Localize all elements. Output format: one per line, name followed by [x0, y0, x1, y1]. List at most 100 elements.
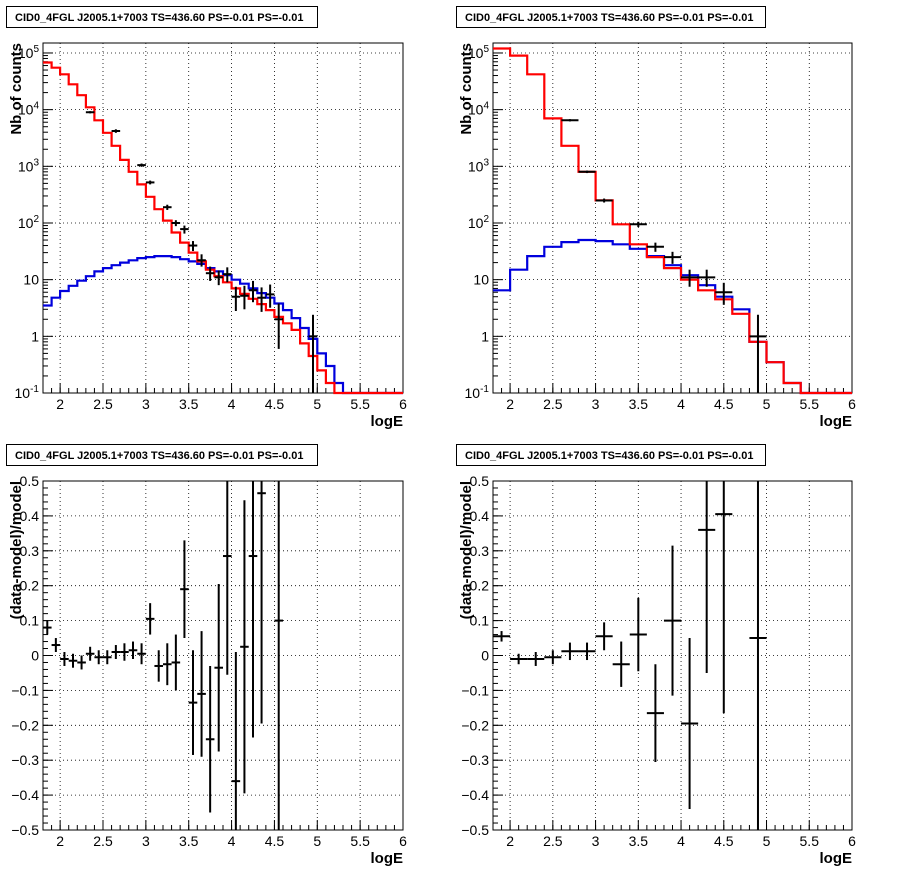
data-point — [180, 540, 189, 639]
data-point — [171, 634, 181, 691]
y-tick-label: 105 — [468, 44, 490, 61]
x-tick-label: 6 — [399, 396, 407, 412]
data-point — [493, 631, 511, 642]
data-point — [128, 641, 138, 659]
x-tick-label: 3 — [142, 833, 150, 849]
data-point — [749, 481, 767, 830]
x-tick-label: 5 — [763, 833, 771, 849]
data-point — [214, 270, 223, 286]
x-axis-label: logE — [820, 413, 853, 430]
y-tick-label: 0.3 — [20, 543, 40, 559]
plot-title: CID0_4FGL J2005.1+7003 TS=436.60 PS=-0.0… — [6, 444, 318, 466]
data-point — [188, 241, 198, 252]
y-tick-label: −0.5 — [461, 822, 489, 838]
data-point — [205, 665, 215, 813]
data-point — [240, 500, 249, 794]
x-tick-label: 2 — [56, 833, 64, 849]
data-point — [120, 643, 129, 661]
plot-frame — [492, 42, 853, 394]
y-tick-label: 103 — [468, 157, 490, 174]
data-point — [308, 314, 318, 393]
plot-title: CID0_4FGL J2005.1+7003 TS=436.60 PS=-0.0… — [6, 6, 318, 28]
data-point — [103, 650, 112, 665]
x-tick-label: 2 — [56, 396, 64, 412]
x-tick-label: 4 — [228, 833, 236, 849]
y-tick-label: 0.4 — [20, 508, 40, 524]
data-point — [94, 650, 103, 665]
x-tick-label: 2.5 — [543, 833, 563, 849]
y-tick-label: 0.2 — [20, 578, 40, 594]
data-point — [595, 622, 613, 651]
data-point — [612, 641, 630, 687]
data-point — [257, 481, 266, 724]
x-tick-label: 2 — [506, 833, 514, 849]
x-tick-label: 5 — [313, 396, 321, 412]
total-model-histogram — [43, 61, 403, 395]
x-tick-label: 6 — [399, 833, 407, 849]
data-point — [561, 119, 579, 122]
x-tick-label: 4.5 — [265, 396, 285, 412]
data-point — [43, 620, 52, 635]
plot-frame — [42, 42, 404, 394]
data-point — [223, 267, 232, 283]
x-tick-label: 3 — [592, 396, 600, 412]
x-tick-label: 6 — [848, 833, 856, 849]
data-point — [85, 646, 95, 661]
y-tick-label: −0.5 — [11, 822, 39, 838]
y-tick-label: 104 — [468, 101, 490, 118]
y-tick-label: 0.5 — [470, 473, 490, 489]
data-point — [77, 655, 86, 670]
data-point — [663, 545, 682, 696]
data-point — [145, 180, 155, 185]
y-tick-label: 105 — [18, 44, 40, 61]
data-point — [171, 220, 181, 227]
data-point — [248, 481, 258, 738]
y-tick-label: 102 — [18, 214, 40, 231]
y-tick-label: −0.4 — [11, 787, 39, 803]
counts-plot-right: 2 2.5 3 3.5 4 4.5 5 5.5 6 10-1 1 10 102 103 104 105 logE… — [458, 42, 856, 430]
y-tick-label: 10-1 — [465, 384, 490, 401]
data-point — [111, 645, 121, 659]
data-point — [595, 198, 613, 203]
data-point — [274, 303, 283, 349]
y-tick-label: 0.4 — [470, 508, 490, 524]
data-point — [188, 650, 198, 755]
data-point — [137, 163, 146, 167]
x-tick-label: 4.5 — [714, 396, 734, 412]
x-tick-label: 4.5 — [714, 833, 734, 849]
data-point — [629, 597, 647, 672]
data-point — [715, 481, 733, 714]
x-tick-label: 4 — [677, 833, 685, 849]
x-tick-label: 2.5 — [93, 833, 113, 849]
data-point — [629, 221, 647, 227]
data-point — [240, 285, 249, 310]
data-point — [197, 254, 206, 267]
x-tick-label: 5 — [313, 833, 321, 849]
y-axis-label: (data-model)/model — [458, 481, 475, 619]
x-axis-label: logE — [371, 413, 404, 430]
data-point — [51, 638, 61, 653]
data-point — [163, 643, 172, 686]
y-tick-label: 1 — [481, 328, 489, 344]
x-tick-label: 3.5 — [629, 833, 649, 849]
y-tick-label: 0 — [481, 648, 489, 664]
data-point — [231, 286, 241, 311]
x-tick-label: 3.5 — [179, 833, 199, 849]
data-point — [214, 583, 223, 752]
data-point — [154, 650, 163, 682]
y-axis-label: Nb of counts — [8, 43, 25, 135]
x-tick-label: 3.5 — [179, 396, 199, 412]
x-tick-label: 2.5 — [93, 396, 113, 412]
y-tick-label: 103 — [18, 157, 40, 174]
x-axis-label: logE — [820, 850, 853, 867]
data-point — [248, 280, 258, 303]
data-point — [749, 314, 767, 393]
data-point — [578, 642, 596, 661]
x-axis-label: logE — [371, 850, 404, 867]
data-point — [68, 653, 78, 668]
total-model-histogram — [493, 47, 852, 395]
y-tick-label: −0.4 — [461, 787, 489, 803]
data-point — [85, 111, 95, 114]
data-point — [180, 225, 189, 234]
residual-plot-right: 2 2.5 3 3.5 4 4.5 5 5.5 6 −0.5 −0.4 −0.3 −0.2 −0.1 0 0.… — [458, 473, 856, 867]
